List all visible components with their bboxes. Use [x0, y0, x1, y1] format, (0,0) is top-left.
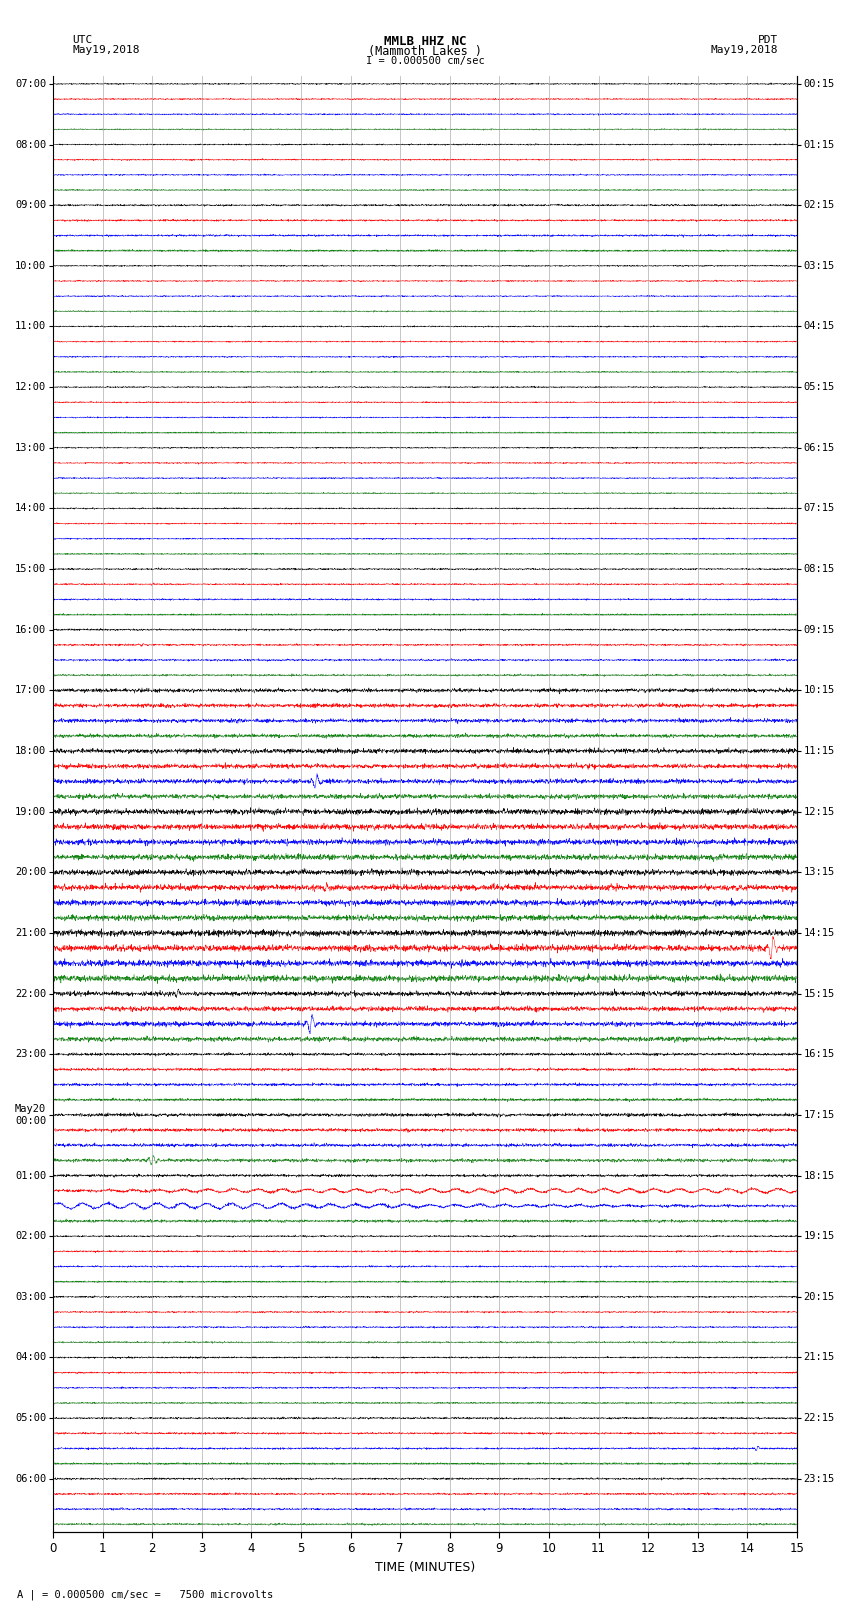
- X-axis label: TIME (MINUTES): TIME (MINUTES): [375, 1561, 475, 1574]
- Text: MMLB HHZ NC: MMLB HHZ NC: [383, 35, 467, 48]
- Text: (Mammoth Lakes ): (Mammoth Lakes ): [368, 45, 482, 58]
- Text: A | = 0.000500 cm/sec =   7500 microvolts: A | = 0.000500 cm/sec = 7500 microvolts: [17, 1589, 273, 1600]
- Text: PDT: PDT: [757, 35, 778, 45]
- Text: May19,2018: May19,2018: [72, 45, 139, 55]
- Text: UTC: UTC: [72, 35, 93, 45]
- Text: May19,2018: May19,2018: [711, 45, 778, 55]
- Text: I = 0.000500 cm/sec: I = 0.000500 cm/sec: [366, 56, 484, 66]
